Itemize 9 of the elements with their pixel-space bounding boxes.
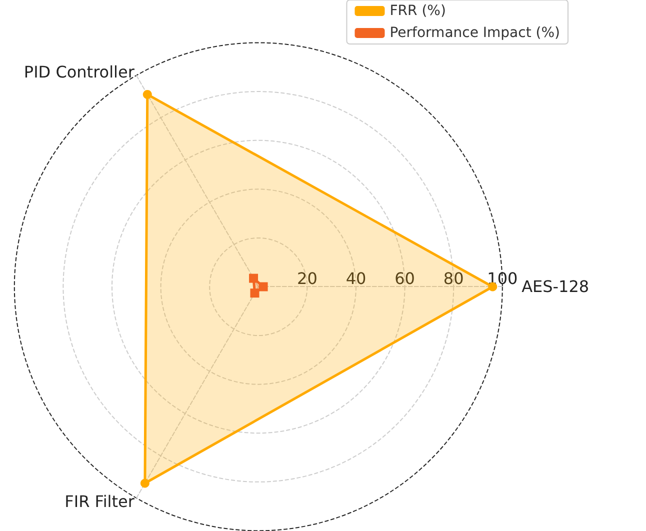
y-tick-label: 60	[394, 269, 415, 288]
spoke-label: AES-128	[522, 277, 590, 296]
y-tick-label: 80	[443, 269, 464, 288]
legend-label: FRR (%)	[390, 3, 446, 19]
legend-label: Performance Impact (%)	[390, 25, 560, 41]
spoke-label: PID Controller	[24, 62, 135, 82]
y-tick-label: 40	[346, 269, 366, 288]
y-tick-label: 20	[297, 269, 318, 288]
spoke-label: FIR Filter	[64, 492, 135, 512]
